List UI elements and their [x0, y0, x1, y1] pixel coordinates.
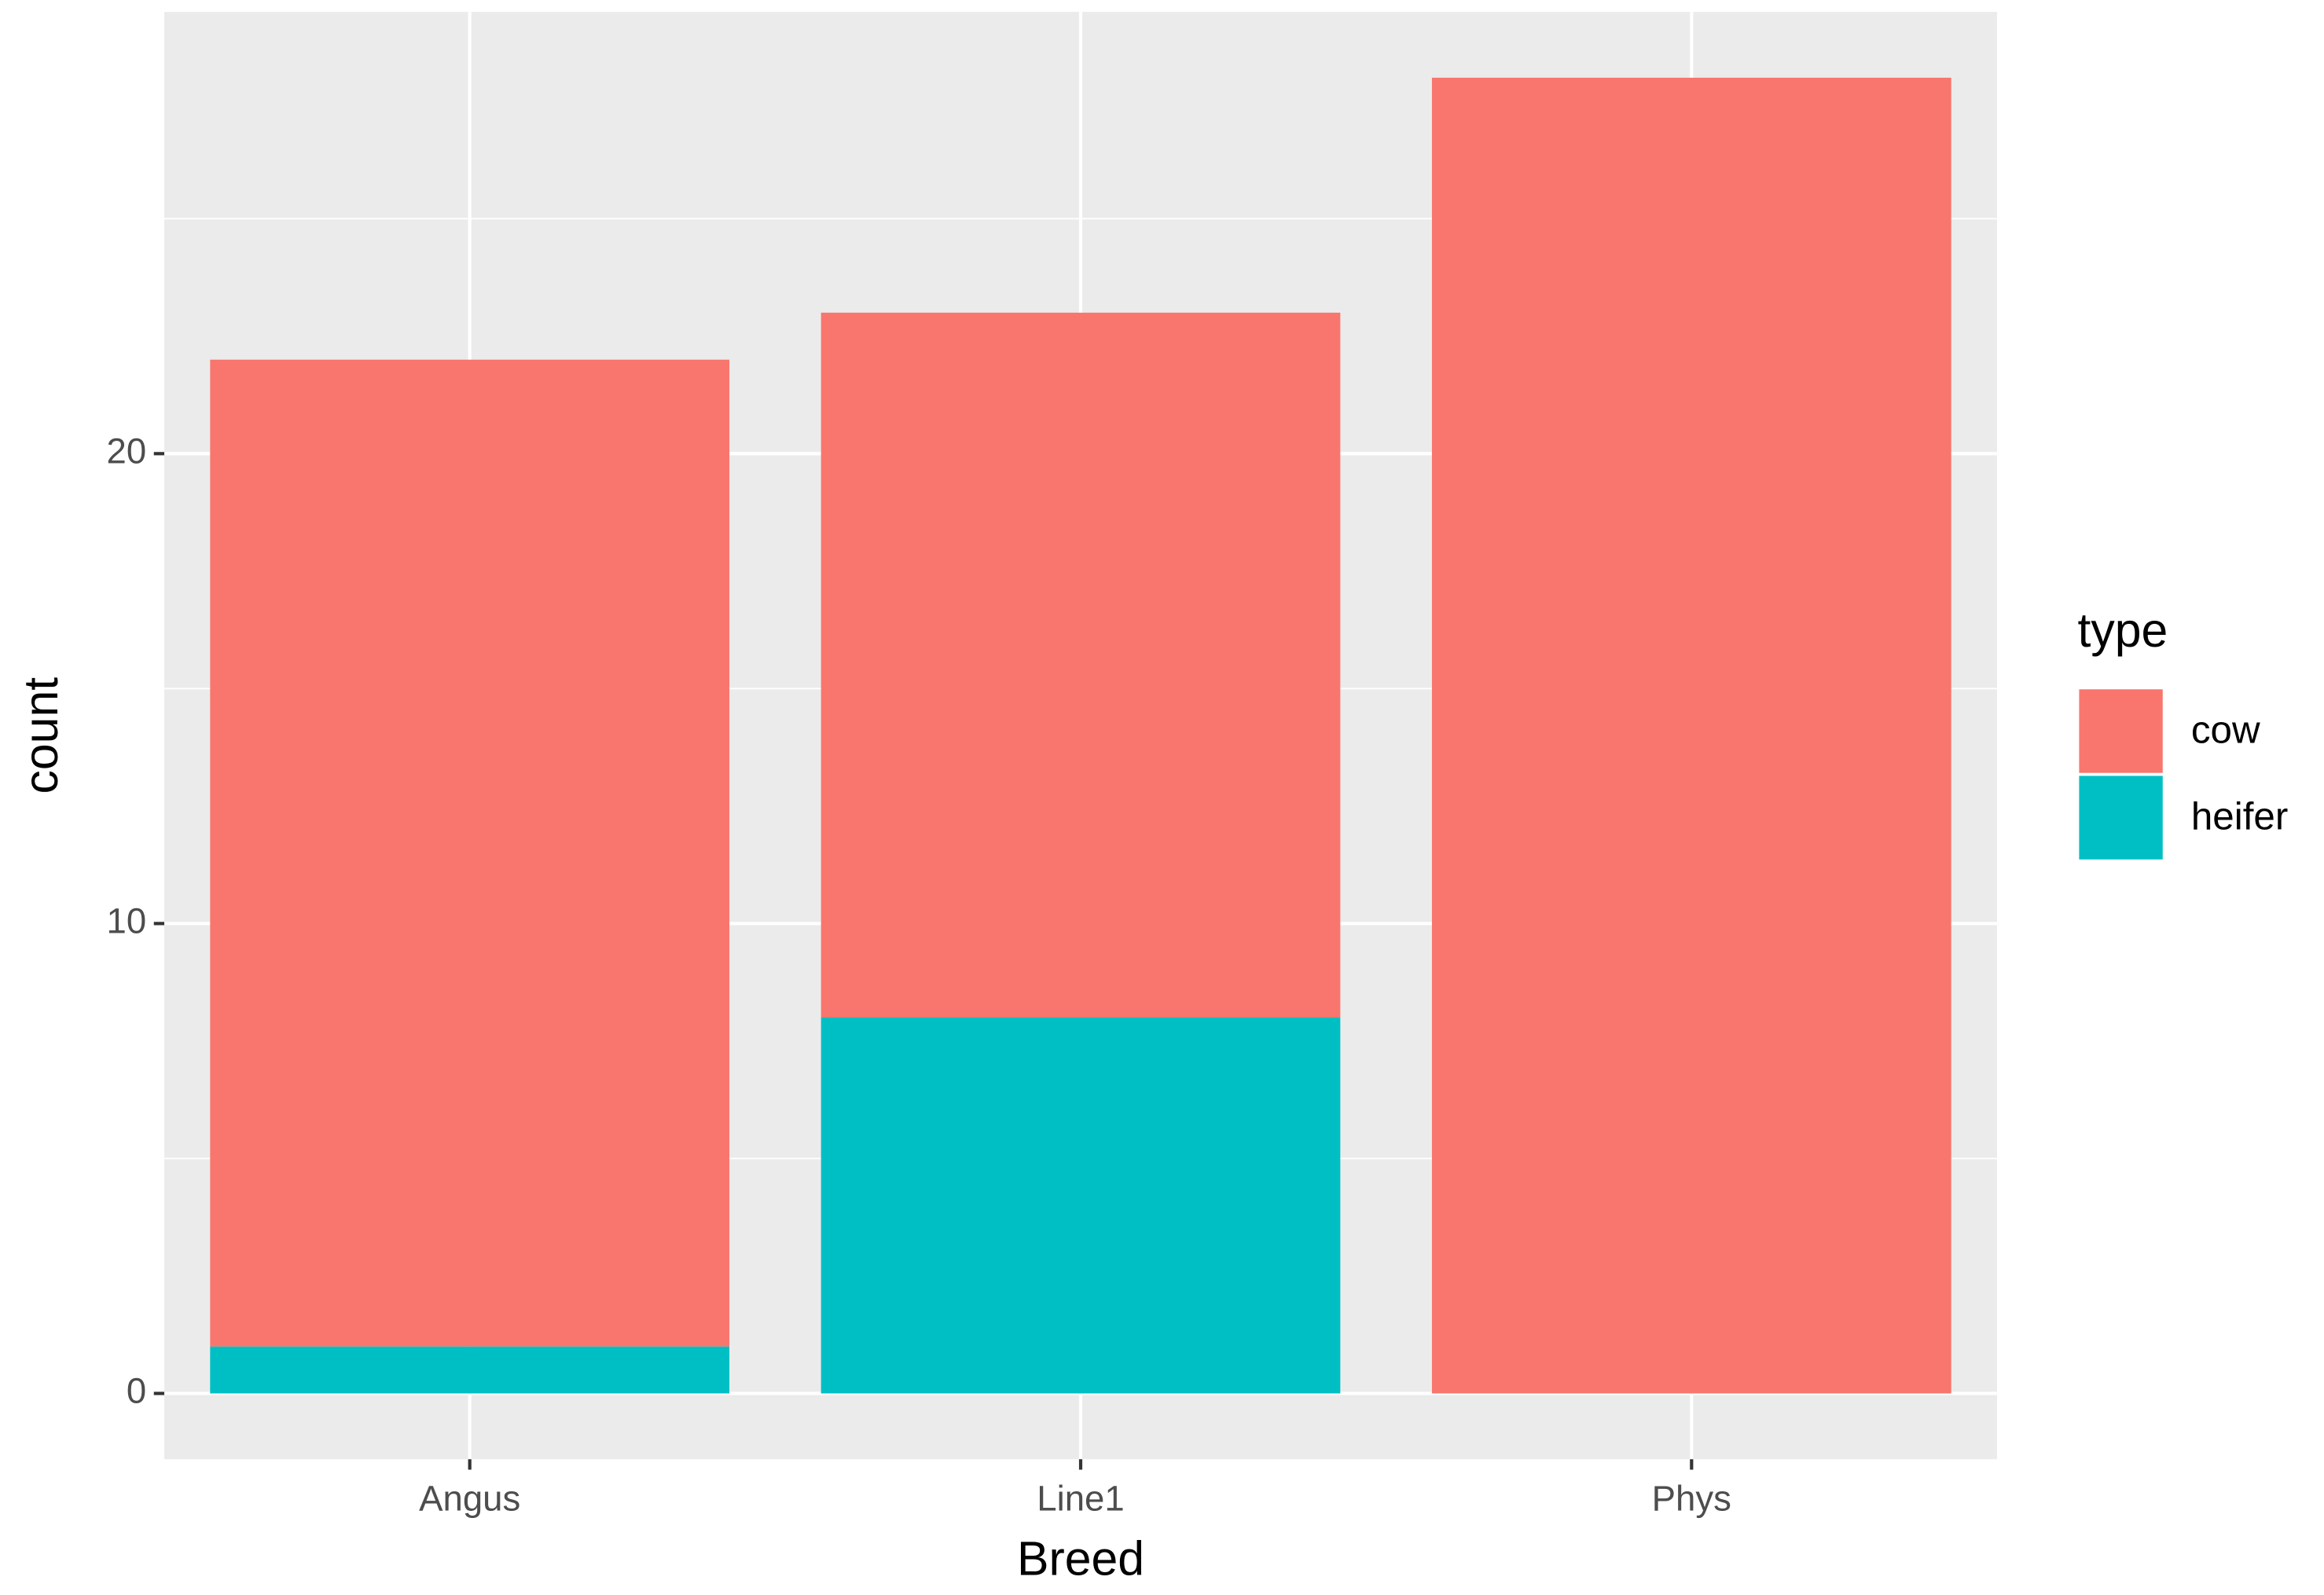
y-tick-label: 20: [107, 431, 147, 471]
legend-label: heifer: [2191, 795, 2288, 838]
bar-segment: [210, 359, 730, 1347]
bar-segment: [1431, 77, 1951, 1394]
x-tick-label: Line1: [1037, 1478, 1124, 1518]
plot-layer: 0 10 20 Angus Line1 Phys: [107, 12, 1997, 1518]
y-axis-title: count: [14, 677, 68, 794]
x-tick-label: Angus: [419, 1478, 520, 1518]
legend-key: [2079, 776, 2163, 860]
y-tick-label: 0: [127, 1370, 146, 1410]
bar-segment: [821, 1018, 1341, 1394]
legend-title: type: [2078, 603, 2168, 657]
x-axis-title: Breed: [1017, 1531, 1144, 1585]
y-tick-label: 10: [107, 900, 147, 940]
legend-label: cow: [2191, 708, 2260, 751]
x-tick-label: Phys: [1652, 1478, 1731, 1518]
legend-key: [2079, 689, 2163, 773]
bar-segment: [210, 1346, 730, 1394]
bar-segment: [821, 312, 1341, 1018]
